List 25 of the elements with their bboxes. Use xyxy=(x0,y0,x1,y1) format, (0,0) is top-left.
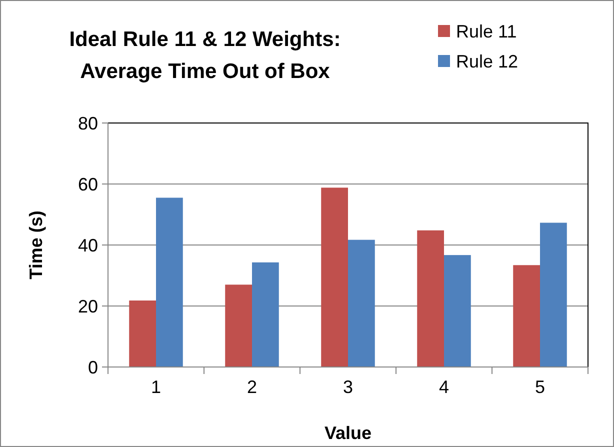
x-tick-label: 4 xyxy=(438,377,450,397)
y-tick-label: 40 xyxy=(78,235,98,256)
bar xyxy=(444,255,471,367)
bar xyxy=(513,265,540,367)
x-axis-title: Value xyxy=(324,423,372,443)
bar xyxy=(540,222,567,367)
x-tick-label: 1 xyxy=(150,377,162,397)
bar xyxy=(417,230,444,367)
x-tick-label: 5 xyxy=(534,377,546,397)
bar xyxy=(129,300,156,367)
bar xyxy=(252,262,279,367)
x-tick-label: 2 xyxy=(246,377,258,397)
x-tick-label: 3 xyxy=(342,377,354,397)
bar xyxy=(156,198,183,367)
bar xyxy=(225,284,252,367)
y-tick-label: 20 xyxy=(78,296,98,316)
y-axis-title: Time (s) xyxy=(26,210,46,280)
legend-label: Rule 12 xyxy=(456,51,518,72)
bar xyxy=(321,188,348,367)
chart-title: Ideal Rule 11 & 12 Weights: Average Time Out of Box xyxy=(69,28,341,83)
y-tick-label: 0 xyxy=(88,357,98,378)
y-tick-label: 80 xyxy=(78,113,98,134)
legend-label: Rule 11 xyxy=(456,21,517,42)
y-tick-label: 60 xyxy=(78,174,98,194)
bar xyxy=(348,240,375,367)
